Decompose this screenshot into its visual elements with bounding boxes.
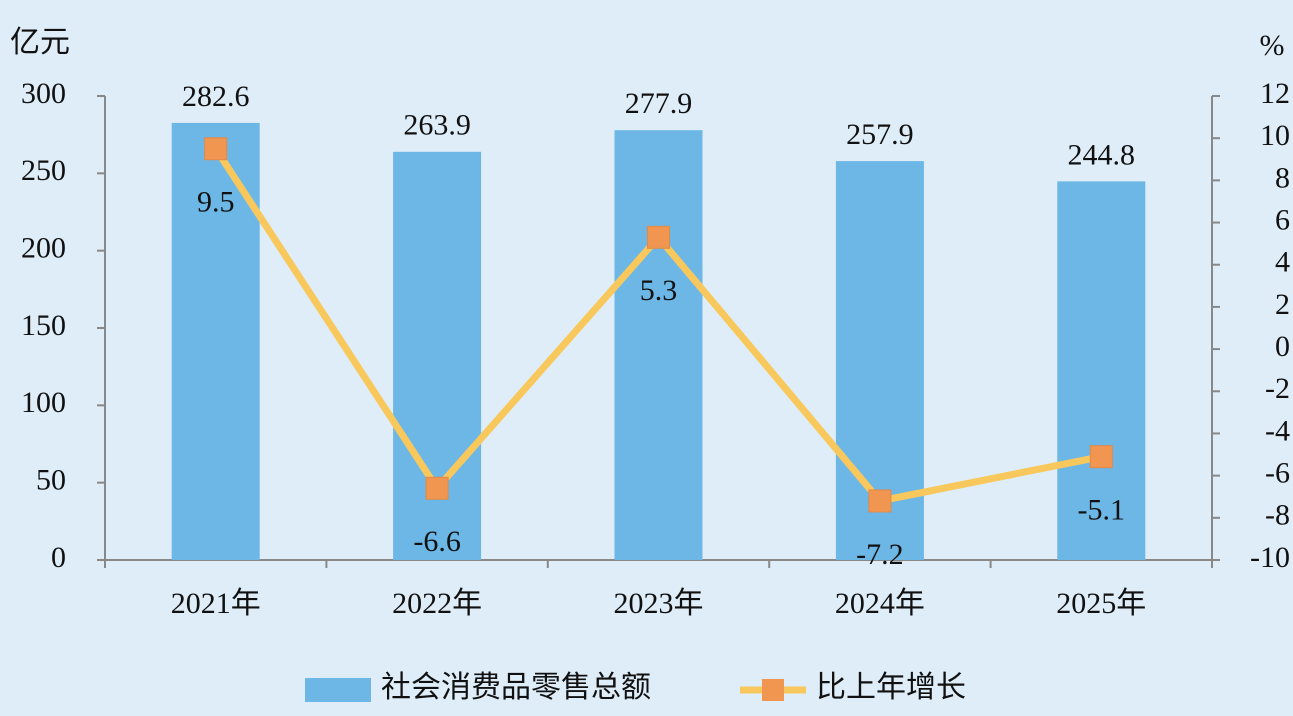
bar-value-label: 244.8 bbox=[1068, 138, 1136, 171]
y-tick-label: 250 bbox=[21, 154, 66, 187]
legend-marker bbox=[762, 679, 784, 701]
bar bbox=[1057, 181, 1146, 560]
y2-tick-label: 10 bbox=[1260, 119, 1290, 152]
legend-label: 社会消费品零售总额 bbox=[381, 671, 651, 704]
y2-tick-label: 12 bbox=[1260, 77, 1290, 110]
marker bbox=[1089, 445, 1113, 469]
y2-tick-label: 6 bbox=[1275, 203, 1290, 236]
y2-tick-label: 8 bbox=[1275, 161, 1290, 194]
y2-tick-label: 0 bbox=[1275, 330, 1290, 363]
y2-tick-label: -4 bbox=[1265, 414, 1290, 447]
marker bbox=[868, 489, 892, 513]
y-tick-label: 300 bbox=[21, 77, 66, 110]
x-tick-label: 2022年 bbox=[392, 587, 482, 620]
marker bbox=[204, 137, 228, 161]
y-tick-label: 200 bbox=[21, 232, 66, 265]
y-tick-label: 150 bbox=[21, 309, 66, 342]
marker bbox=[425, 476, 449, 500]
marker bbox=[647, 225, 670, 249]
y2-tick-label: -6 bbox=[1265, 457, 1290, 490]
x-tick-label: 2025年 bbox=[1056, 587, 1146, 620]
y-tick-label: 0 bbox=[51, 541, 66, 574]
bar-value-label: 282.6 bbox=[182, 80, 250, 113]
bar-value-label: 263.9 bbox=[403, 109, 471, 142]
y-axis-title: 亿元 bbox=[10, 26, 70, 59]
y2-tick-label: -8 bbox=[1265, 499, 1290, 532]
line-value-label: -6.6 bbox=[413, 525, 461, 558]
y2-tick-label: -10 bbox=[1250, 541, 1290, 574]
line-value-label: 9.5 bbox=[197, 186, 235, 219]
y2-tick-label: 2 bbox=[1275, 288, 1290, 321]
bar-value-label: 257.9 bbox=[846, 118, 914, 151]
legend-swatch bbox=[305, 678, 371, 702]
y2-tick-label: -2 bbox=[1265, 372, 1290, 405]
y2-axis-title: % bbox=[1260, 29, 1285, 62]
x-tick-label: 2024年 bbox=[835, 587, 925, 620]
bar bbox=[614, 130, 703, 560]
line-value-label: 5.3 bbox=[640, 274, 678, 307]
line-value-label: -7.2 bbox=[856, 538, 904, 571]
legend-label: 比上年增长 bbox=[816, 671, 966, 704]
y-tick-label: 50 bbox=[36, 464, 66, 497]
x-tick-label: 2023年 bbox=[614, 587, 704, 620]
x-tick-label: 2021年 bbox=[171, 587, 261, 620]
y-tick-label: 100 bbox=[21, 386, 66, 419]
line-value-label: -5.1 bbox=[1078, 494, 1126, 527]
y2-tick-label: 4 bbox=[1275, 246, 1290, 279]
bar-value-label: 277.9 bbox=[625, 87, 693, 120]
